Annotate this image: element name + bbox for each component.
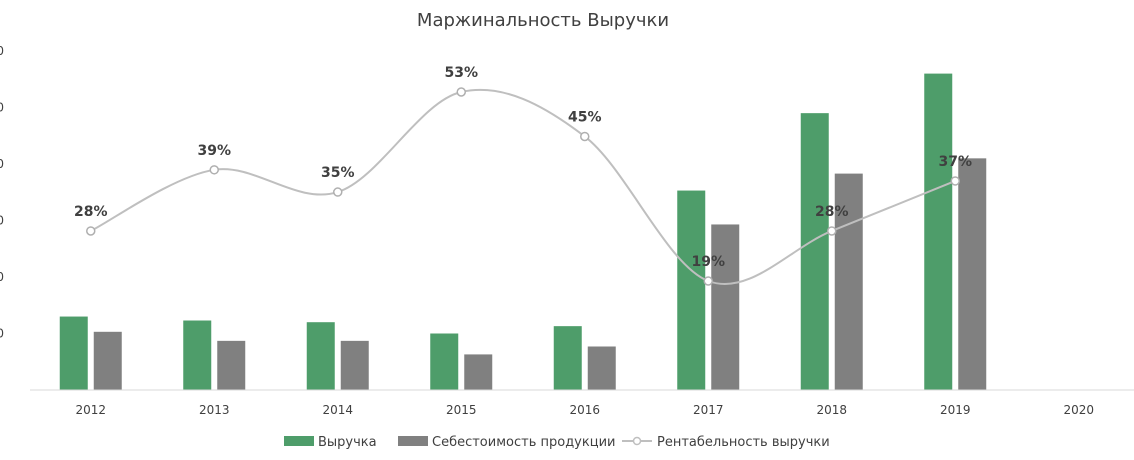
bar-revenue [183, 320, 212, 390]
y-tick-label: 0 [0, 214, 4, 228]
legend-label-margin: Рентабельность выручки [657, 435, 830, 450]
margin-point [209, 165, 219, 175]
bar-cost [958, 158, 987, 390]
x-tick-label: 2018 [816, 403, 847, 417]
y-tick-label: 0 [0, 327, 4, 341]
margin-point [86, 226, 96, 236]
bar-revenue [59, 316, 88, 390]
chart-title: Маржинальность Выручки [417, 10, 669, 31]
margin-point [580, 131, 590, 142]
x-tick-label: 2013 [199, 403, 230, 417]
bar-revenue [677, 190, 706, 390]
margin-data-label: 53% [444, 65, 478, 81]
y-tick-label: 0 [0, 101, 4, 115]
x-tick-label: 2019 [940, 403, 971, 417]
bar-cost [711, 224, 740, 390]
margin-point [703, 276, 713, 286]
y-tick-label: 0 [0, 44, 4, 58]
legend-marker-margin [632, 436, 642, 446]
margin-point [827, 226, 837, 236]
legend-swatch-cost [398, 436, 428, 446]
legend: Выручка Себестоимость продукции Рентабел… [284, 435, 830, 450]
margin-data-label: 28% [74, 204, 108, 220]
legend-swatch-revenue [284, 436, 314, 446]
margin-point [950, 176, 960, 186]
x-tick-label: 2015 [446, 403, 477, 417]
legend-label-revenue: Выручка [318, 435, 377, 450]
bar-cost [340, 340, 369, 390]
y-axis-ticks: 0 0 0 0 0 0 [0, 44, 4, 341]
x-tick-label: 2016 [569, 403, 600, 417]
bar-cost [93, 331, 122, 390]
x-tick-label: 2012 [75, 403, 106, 417]
bar-revenue [553, 326, 582, 390]
x-tick-label: 2017 [693, 403, 724, 417]
x-tick-label: 2020 [1063, 403, 1094, 417]
margin-point [456, 87, 466, 97]
margin-data-label: 39% [197, 143, 231, 159]
bar-revenue [924, 73, 953, 390]
margin-data-label: 37% [938, 154, 972, 170]
bar-revenue [430, 333, 459, 390]
margin-data-label: 45% [568, 109, 602, 125]
margin-data-label: 35% [321, 165, 355, 181]
bar-revenue [800, 113, 829, 391]
y-tick-label: 0 [0, 270, 4, 284]
y-tick-label: 0 [0, 157, 4, 171]
bar-cost [217, 340, 246, 390]
margin-point [333, 187, 343, 197]
data-labels: 28% 39% 35% 53% 45% 19% 28% 37% [74, 65, 972, 270]
margin-line-path [90, 88, 956, 286]
x-axis-ticks: 2012 2013 2014 2015 2016 2017 2018 2019 2020 [75, 403, 1094, 417]
bar-cost [464, 354, 493, 390]
x-tick-label: 2014 [322, 403, 353, 417]
margin-line [86, 87, 960, 286]
bar-revenue [306, 322, 335, 390]
bar-cost [834, 173, 863, 390]
bars [59, 73, 987, 391]
bar-cost [587, 346, 616, 390]
margin-data-label: 28% [815, 204, 849, 220]
margin-data-label: 19% [691, 254, 725, 270]
legend-label-cost: Себестоимость продукции [432, 435, 615, 450]
